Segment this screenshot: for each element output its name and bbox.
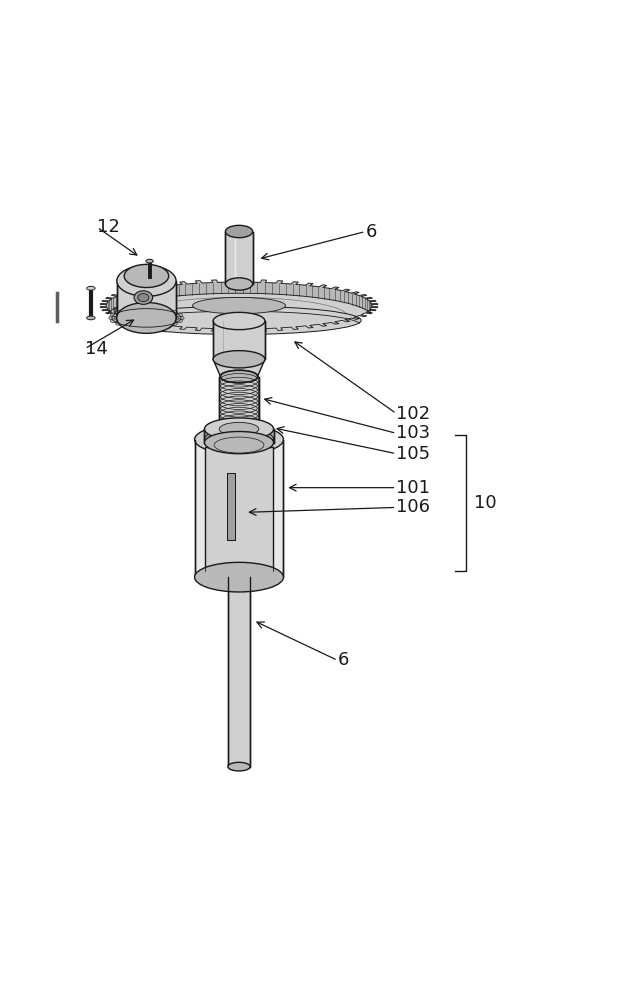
Ellipse shape: [123, 324, 129, 327]
Ellipse shape: [117, 265, 176, 296]
Text: 10: 10: [474, 494, 496, 512]
Ellipse shape: [176, 313, 182, 317]
Ellipse shape: [117, 306, 361, 334]
Ellipse shape: [133, 307, 139, 311]
Ellipse shape: [110, 313, 117, 317]
Ellipse shape: [110, 319, 117, 323]
Polygon shape: [205, 429, 273, 443]
Ellipse shape: [171, 322, 177, 325]
Ellipse shape: [226, 225, 252, 238]
Ellipse shape: [226, 278, 252, 290]
Ellipse shape: [154, 307, 160, 311]
Text: 106: 106: [396, 498, 430, 516]
Polygon shape: [213, 321, 265, 359]
Ellipse shape: [108, 316, 115, 320]
Ellipse shape: [205, 431, 273, 454]
Polygon shape: [117, 281, 176, 318]
Ellipse shape: [87, 286, 95, 290]
Bar: [226, 473, 234, 540]
Ellipse shape: [213, 312, 265, 330]
Ellipse shape: [171, 311, 177, 314]
Ellipse shape: [124, 264, 169, 288]
Ellipse shape: [138, 294, 149, 302]
Ellipse shape: [164, 309, 170, 312]
Ellipse shape: [146, 259, 153, 263]
Polygon shape: [219, 377, 259, 429]
Ellipse shape: [154, 325, 160, 329]
Ellipse shape: [87, 316, 95, 320]
Text: 14: 14: [85, 340, 108, 358]
Ellipse shape: [117, 302, 176, 333]
Text: 103: 103: [396, 424, 430, 442]
Polygon shape: [195, 440, 283, 577]
Polygon shape: [100, 280, 378, 331]
Polygon shape: [228, 577, 250, 767]
Text: 102: 102: [396, 405, 430, 423]
Ellipse shape: [219, 422, 259, 436]
Polygon shape: [108, 282, 370, 313]
Ellipse shape: [178, 316, 184, 320]
Ellipse shape: [228, 762, 250, 771]
Polygon shape: [226, 232, 252, 284]
Ellipse shape: [205, 428, 273, 451]
Text: 12: 12: [97, 218, 120, 236]
Ellipse shape: [115, 322, 122, 325]
Ellipse shape: [134, 291, 153, 304]
Ellipse shape: [176, 319, 182, 323]
Polygon shape: [118, 306, 360, 323]
Ellipse shape: [143, 307, 149, 311]
Ellipse shape: [133, 325, 139, 329]
Polygon shape: [213, 359, 265, 377]
Ellipse shape: [221, 370, 257, 383]
Ellipse shape: [195, 562, 283, 592]
Text: 6: 6: [366, 223, 377, 241]
Text: 105: 105: [396, 445, 430, 463]
Ellipse shape: [143, 325, 149, 329]
Ellipse shape: [205, 418, 273, 440]
Ellipse shape: [213, 351, 265, 368]
Ellipse shape: [123, 309, 129, 312]
Polygon shape: [205, 447, 273, 571]
Ellipse shape: [193, 297, 285, 314]
Ellipse shape: [195, 425, 283, 454]
Text: 101: 101: [396, 479, 430, 497]
Text: 6: 6: [338, 651, 349, 669]
Ellipse shape: [164, 324, 170, 327]
Ellipse shape: [115, 311, 122, 314]
